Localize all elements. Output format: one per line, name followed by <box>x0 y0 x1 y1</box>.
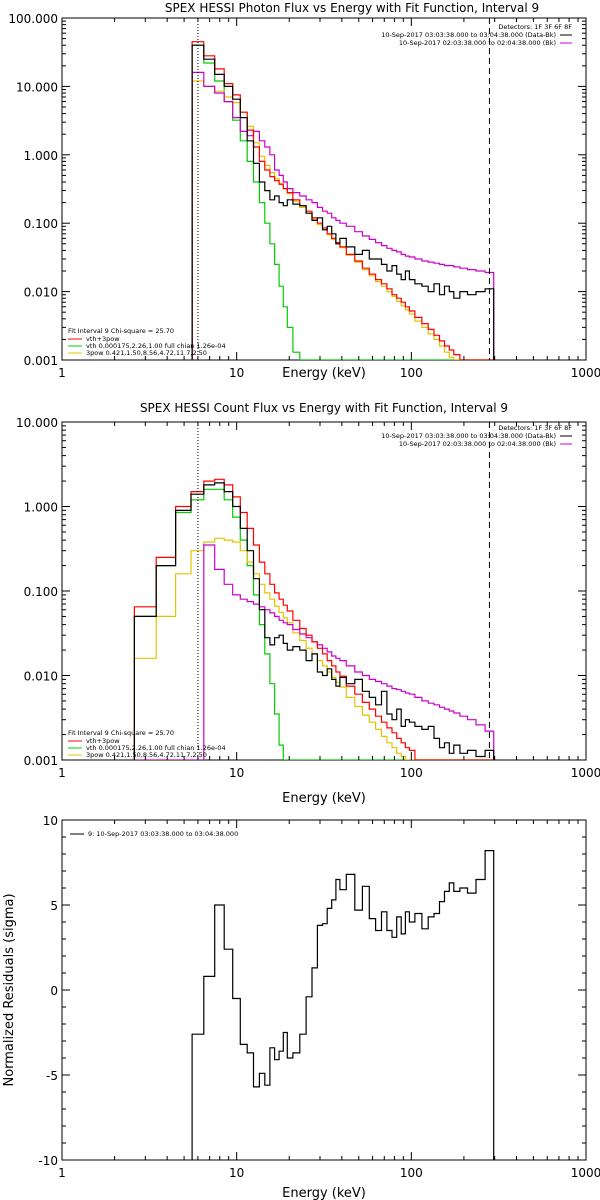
panel1-xtick-label: 1000 <box>571 366 600 380</box>
panel3-ytick-label: 10 <box>43 814 58 828</box>
panel1-fit-info: Fit Interval 9 Chi-square = 25.70 <box>68 327 174 335</box>
panel1-legend-databk: 10-Sep-2017 03:03:38.000 to 03:04:38.000… <box>381 31 556 39</box>
panel2-ytick-label: 0.100 <box>24 585 58 599</box>
panel3-ticks: 1 10 100 1000 -10 -5 0 5 10 <box>38 814 600 1180</box>
panel2-xtick-label: 100 <box>400 766 423 780</box>
photon-flux-panel: SPEX HESSI Photon Flux vs Energy with Fi… <box>8 1 600 381</box>
panel1-series-layer <box>191 41 495 360</box>
panel1-legend-thermal: vth 0.000175,2.26,1.00 full chian 1.26e-… <box>86 342 226 350</box>
count-flux-panel: SPEX HESSI Count Flux vs Energy with Fit… <box>16 401 600 806</box>
panel1-legend-bk: 10-Sep-2017 02:03:38.000 to 02:04:38.000… <box>399 39 556 47</box>
panel3-xtick-label: 1 <box>58 1166 66 1180</box>
panel2-legend-powerlaw: 3pow 0.421,1.50,8.56,4.72,11.7,2.50 <box>86 751 207 759</box>
panel1-ytick-label: 1.000 <box>24 149 58 163</box>
panel1-legend-total: vth+3pow <box>86 335 120 343</box>
panel2-series-powerlaw <box>133 537 494 760</box>
panel2-series-total_fit <box>133 478 494 760</box>
panel2-series-data <box>133 482 495 760</box>
panel2-series-layer <box>133 478 495 760</box>
panel3-ytick-label: 5 <box>50 899 58 913</box>
panel2-legend-thermal: vth 0.000175,2.26,1.00 full chian 1.26e-… <box>86 744 226 752</box>
panel1-vlines <box>197 18 490 360</box>
panel2-series-background <box>134 544 495 760</box>
panel3-legend-label: 9: 10-Sep-2017 03:03:38.000 to 03:04:38.… <box>88 830 238 838</box>
panel2-xtick-label: 1 <box>58 766 66 780</box>
panel1-series-background <box>191 71 495 360</box>
panel3-ytick-label: 0 <box>50 984 58 998</box>
panel2-ytick-label: 10.000 <box>16 416 58 430</box>
panel3-xtick-label: 100 <box>400 1166 423 1180</box>
panel2-ytick-label: 1.000 <box>24 501 58 515</box>
panel1-ytick-label: 100.000 <box>8 12 58 26</box>
panel3-ytick-label: -5 <box>46 1069 58 1083</box>
panel2-ticks: 1 10 100 1000 0.001 0.010 0.100 1.000 10.000 <box>16 416 600 780</box>
panel2-ytick-label: 0.001 <box>24 754 58 768</box>
panel1-ticks: 1 10 100 1000 0.001 0.010 0.100 1.000 10.000 100.… <box>8 12 600 380</box>
panel1-xtick-label: 100 <box>400 366 423 380</box>
panel2-title: SPEX HESSI Count Flux vs Energy with Fit… <box>140 401 508 415</box>
panel1-legend-powerlaw: 3pow 0.421,1.50,8.56,4.72,11.7,2.50 <box>86 349 207 357</box>
panel2-series-thermal <box>133 488 494 760</box>
panel1-series-powerlaw <box>191 80 494 360</box>
panel2-xtick-label: 1000 <box>571 766 600 780</box>
panel3-frame <box>61 819 587 1161</box>
panel3-ylabel: Normalized Residuals (sigma) <box>2 893 17 1086</box>
panel1-series-total_fit <box>191 41 494 360</box>
panel3-series-layer <box>191 850 495 1160</box>
panel2-xtick-label: 10 <box>229 766 244 780</box>
residuals-panel: 1 10 100 1000 -10 -5 0 5 10 9: 10-Sep-2017 03:03… <box>2 814 600 1200</box>
panel1-ytick-label: 0.100 <box>24 217 58 231</box>
panel1-ytick-label: 0.010 <box>24 286 58 300</box>
panel2-legend-detectors: Detectors: 1F 3F 6F 8F <box>498 424 572 432</box>
panel3-xlabel: Energy (keV) <box>282 1186 366 1200</box>
panel1-series-data <box>191 44 495 360</box>
panel1-ytick-label: 10.000 <box>16 80 58 94</box>
panel1-legend-detectors: Detectors: 1F 3F 6F 8F <box>498 23 572 31</box>
panel2-fit-info: Fit Interval 9 Chi-square = 25.70 <box>68 729 174 737</box>
panel3-xtick-label: 1000 <box>571 1166 600 1180</box>
panel3-series-data <box>191 850 495 1160</box>
panel2-frame <box>61 421 587 761</box>
panel2-vlines <box>197 422 490 760</box>
panel1-frame <box>61 17 587 361</box>
panel2-legend-bk: 10-Sep-2017 02:03:38.000 to 02:04:38.000… <box>399 440 556 448</box>
panel1-series-thermal <box>191 44 494 360</box>
panel2-legend-databk: 10-Sep-2017 03:03:38.000 to 03:04:38.000… <box>381 432 556 440</box>
panel1-title: SPEX HESSI Photon Flux vs Energy with Fi… <box>165 1 539 15</box>
panel2-ytick-label: 0.010 <box>24 670 58 684</box>
panel3-xtick-label: 10 <box>229 1166 244 1180</box>
panel1-xtick-label: 10 <box>229 366 244 380</box>
panel1-ytick-label: 0.001 <box>24 354 58 368</box>
panel1-xlabel: Energy (keV) <box>282 366 366 381</box>
panel2-xlabel: Energy (keV) <box>282 791 366 806</box>
panel3-ytick-label: -10 <box>38 1154 58 1168</box>
panel2-legend-total: vth+3pow <box>86 737 120 745</box>
panel1-xtick-label: 1 <box>58 366 66 380</box>
